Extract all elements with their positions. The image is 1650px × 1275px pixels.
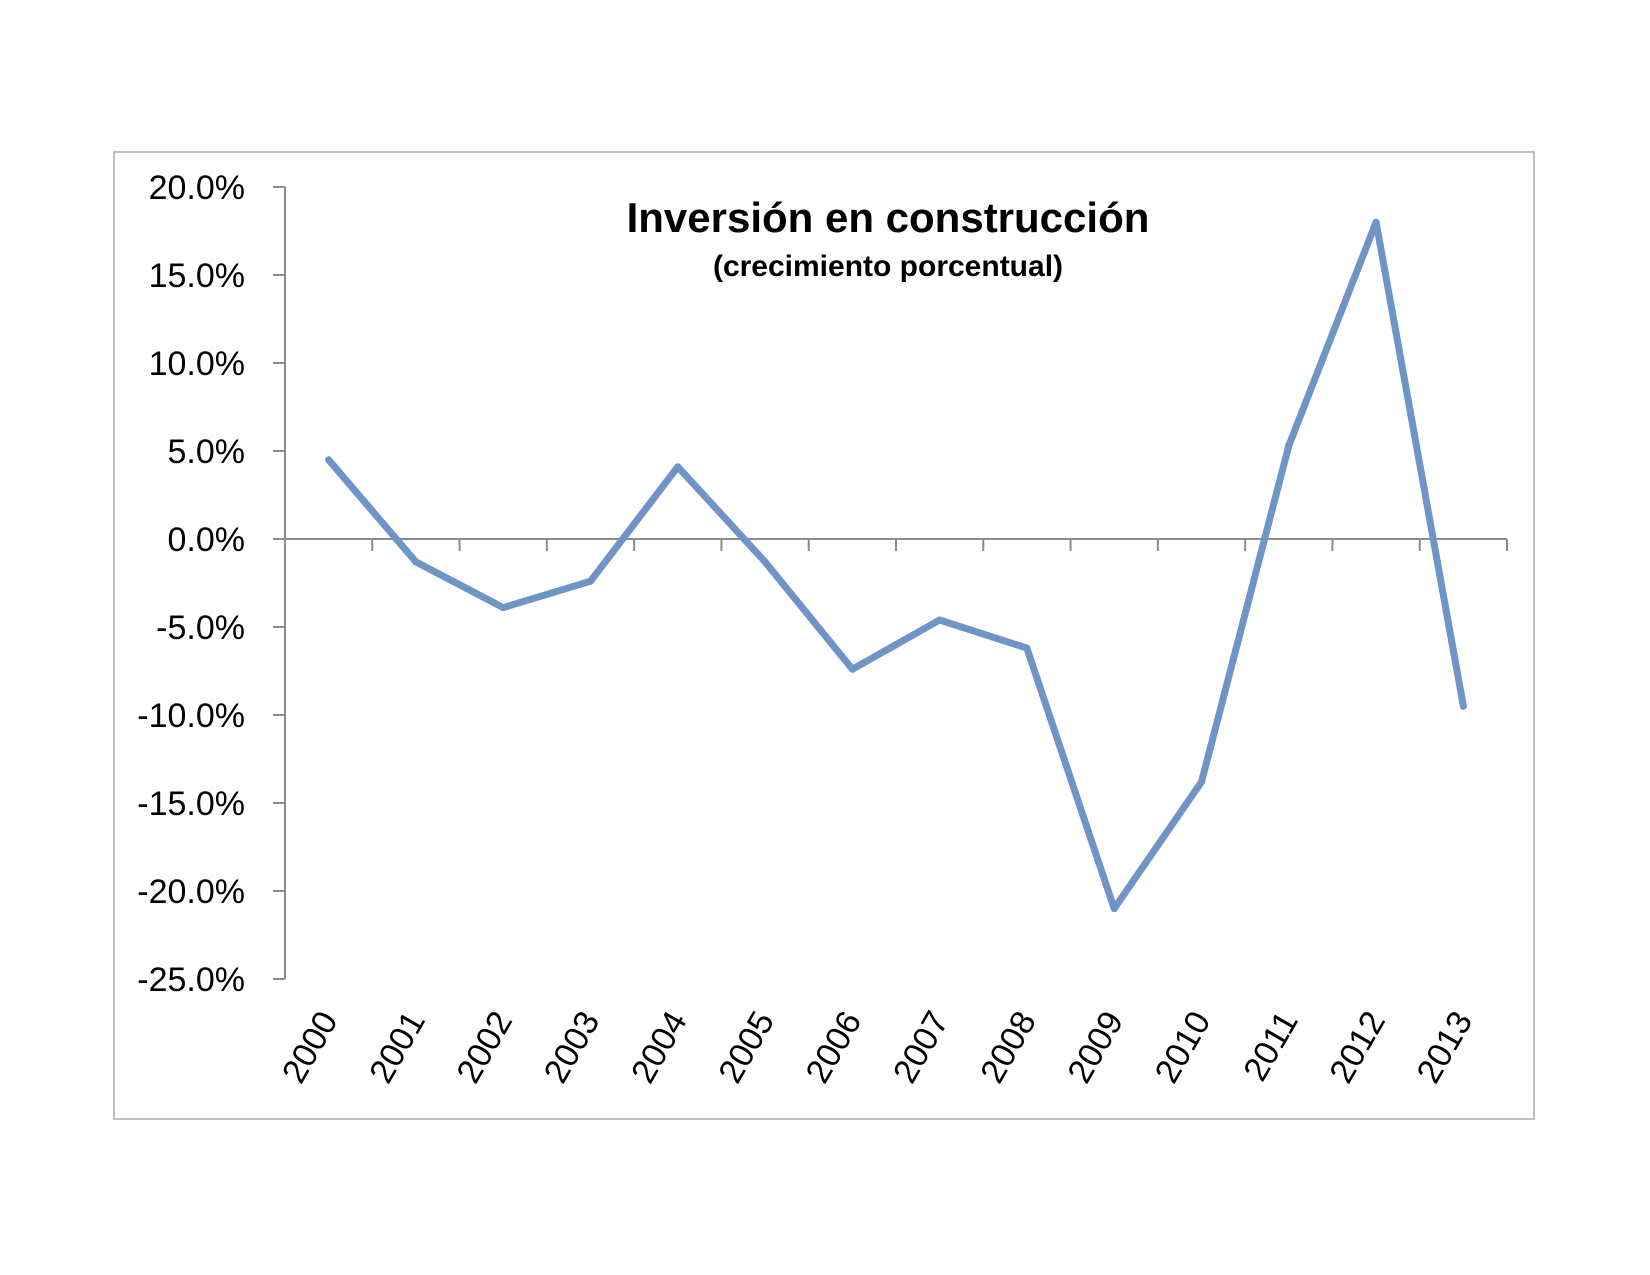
y-tick-label: -20.0% [137,873,245,911]
y-tick-label: 5.0% [168,433,246,471]
data-point [1023,644,1031,652]
data-point [936,616,944,624]
data-point [674,463,682,471]
data-point [325,456,333,464]
y-tick-label: 10.0% [149,345,245,383]
y-tick-label: -5.0% [156,609,245,647]
data-point [587,577,594,585]
data-point [1110,905,1118,913]
y-tick-label: -25.0% [137,961,245,999]
data-point [1198,778,1205,786]
y-tick-label: -15.0% [137,785,245,823]
y-axis: 20.0% 15.0% 10.0% 5.0% 0.0% -5.0% -10.0% -15.0%… [137,169,286,999]
data-point [412,558,420,566]
chart-subtitle: (crecimiento porcentual) [713,250,1063,283]
data-point [848,665,856,673]
data-point [761,558,769,566]
y-tick-label: 20.0% [149,169,245,207]
data-point [1372,218,1380,226]
series-line [325,218,1467,913]
data-point [499,604,507,612]
y-tick-label: 0.0% [168,521,246,559]
data-point [1285,442,1293,450]
y-tick-label: 15.0% [149,257,245,295]
data-point [1459,702,1467,710]
series-layer [325,218,1467,913]
chart-title: Inversión en construcción [627,194,1150,241]
y-tick-label: -10.0% [137,697,245,735]
